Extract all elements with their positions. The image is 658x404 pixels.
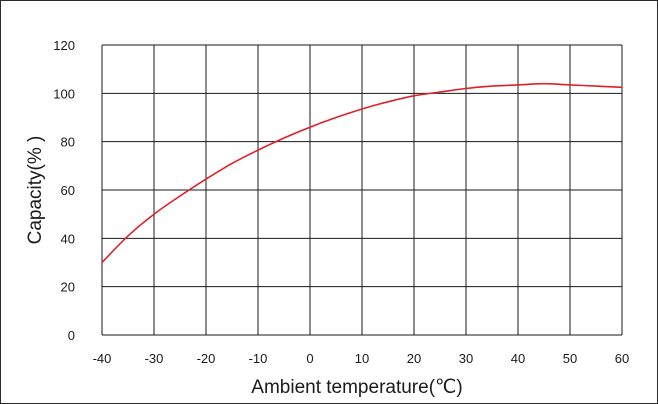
x-tick-label: 30 — [459, 351, 473, 366]
y-tick-label: 40 — [61, 231, 75, 246]
x-tick-label: 60 — [615, 351, 629, 366]
y-tick-labels: 0 20 40 60 80 100 120 — [53, 38, 75, 343]
y-tick-label: 60 — [61, 183, 75, 198]
capacity-curve — [101, 82, 623, 264]
x-tick-label: -40 — [93, 351, 112, 366]
x-tick-label: -20 — [197, 351, 216, 366]
y-tick-label: 100 — [53, 86, 75, 101]
x-tick-label: 10 — [355, 351, 369, 366]
x-tick-label: -10 — [249, 351, 268, 366]
y-tick-label: 20 — [61, 280, 75, 295]
y-axis-title: Capacity(% ) — [25, 136, 46, 245]
x-tick-label: 50 — [563, 351, 577, 366]
x-tick-label: 0 — [306, 351, 313, 366]
y-tick-label: 80 — [61, 135, 75, 150]
y-tick-label: 120 — [53, 38, 75, 53]
x-tick-label: 40 — [511, 351, 525, 366]
x-axis-title: Ambient temperature(℃) — [251, 377, 462, 398]
x-tick-labels: -40 -30 -20 -10 0 10 20 30 40 50 60 — [93, 351, 630, 366]
x-tick-label: -30 — [145, 351, 164, 366]
x-tick-label: 20 — [407, 351, 421, 366]
y-tick-label: 0 — [68, 328, 75, 343]
grid — [101, 44, 623, 336]
